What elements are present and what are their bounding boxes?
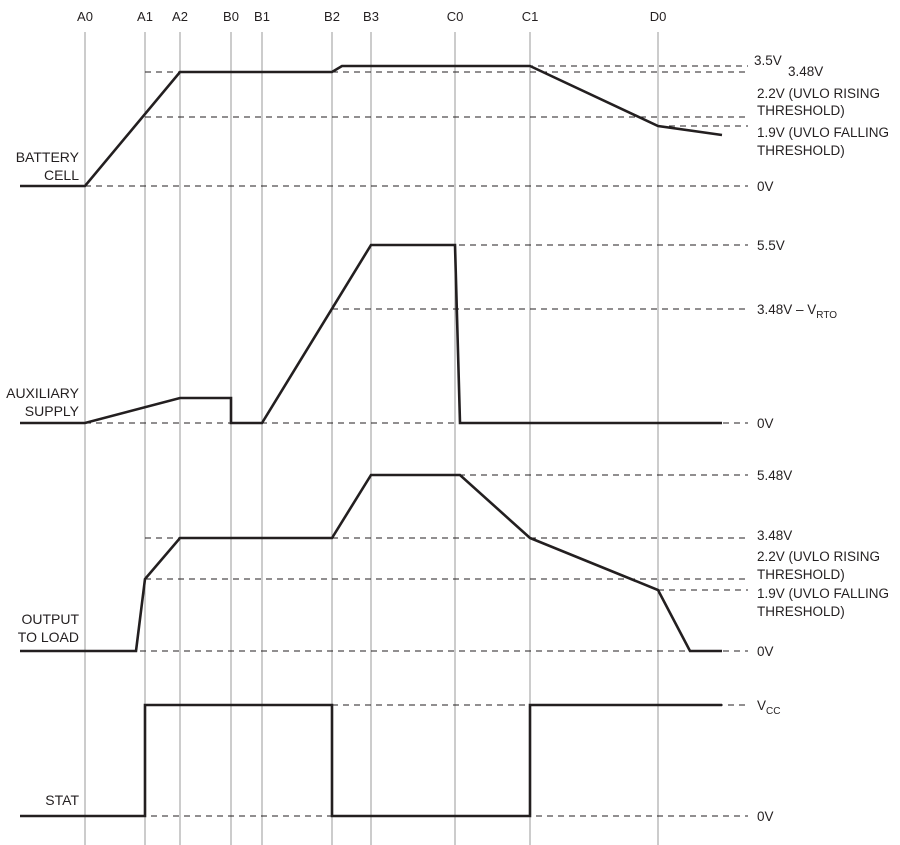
battery-level-uvlo-falling-2: THRESHOLD) <box>757 143 845 158</box>
aux-level-rto: 3.48V – VRTO <box>757 302 837 321</box>
stat-level-vcc-main: V <box>757 698 766 713</box>
auxiliary-supply-trace-group: AUXILIARY SUPPLY 5.5V 3.48V – VRTO 0V <box>6 238 837 431</box>
marker-b2: B2 <box>324 9 340 24</box>
output-level-3p48v: 3.48V <box>757 528 792 543</box>
marker-a2: A2 <box>172 9 188 24</box>
stat-level-vcc-subscript: CC <box>766 706 780 717</box>
battery-level-uvlo-rising-2: THRESHOLD) <box>757 103 845 118</box>
time-marker-lines <box>84 32 659 845</box>
aux-level-0v: 0V <box>757 416 774 431</box>
auxiliary-supply-waveform <box>20 243 722 425</box>
output-to-load-waveform <box>20 473 722 653</box>
battery-label-line2: CELL <box>44 167 79 183</box>
stat-label: STAT <box>45 792 79 808</box>
battery-level-3p5v: 3.5V <box>754 53 782 68</box>
output-level-uvlo-rising-1: 2.2V (UVLO RISING <box>757 549 880 564</box>
battery-cell-trace-group: BATTERY CELL 3.5V 3.48V 2.2V (UVLO RISIN… <box>16 53 889 194</box>
output-to-load-trace-group: OUTPUT TO LOAD 5.48V 3.48V 2.2V (UVLO RI… <box>18 468 889 659</box>
marker-c1: C1 <box>522 9 539 24</box>
output-level-5p48v: 5.48V <box>757 468 792 483</box>
output-label-line1: OUTPUT <box>21 611 79 627</box>
output-label-line2: TO LOAD <box>18 629 79 645</box>
output-level-uvlo-falling-1: 1.9V (UVLO FALLING <box>757 586 889 601</box>
aux-label-line1: AUXILIARY <box>6 385 80 401</box>
marker-c0: C0 <box>447 9 464 24</box>
battery-cell-waveform <box>20 64 723 188</box>
marker-b3: B3 <box>363 9 379 24</box>
stat-trace-group: STAT VCC 0V <box>20 698 780 824</box>
marker-a1: A1 <box>137 9 153 24</box>
marker-b1: B1 <box>254 9 270 24</box>
stat-level-vcc: VCC <box>757 698 780 717</box>
output-level-uvlo-rising-2: THRESHOLD) <box>757 567 845 582</box>
stat-waveform <box>20 703 722 818</box>
aux-label-line2: SUPPLY <box>25 403 80 419</box>
marker-a0: A0 <box>77 9 93 24</box>
marker-b0: B0 <box>223 9 239 24</box>
aux-level-rto-main: 3.48V – V <box>757 302 816 317</box>
battery-level-3p48v: 3.48V <box>788 64 823 79</box>
output-level-uvlo-falling-2: THRESHOLD) <box>757 604 845 619</box>
battery-level-uvlo-rising-1: 2.2V (UVLO RISING <box>757 86 880 101</box>
aux-level-5p5v: 5.5V <box>757 238 785 253</box>
output-level-0v: 0V <box>757 644 774 659</box>
time-marker-labels: A0 A1 A2 B0 B1 B2 B3 C0 C1 D0 <box>77 9 666 24</box>
aux-level-rto-subscript: RTO <box>816 310 837 321</box>
stat-level-0v: 0V <box>757 809 774 824</box>
battery-label-line1: BATTERY <box>16 149 80 165</box>
marker-d0: D0 <box>650 9 667 24</box>
battery-level-uvlo-falling-1: 1.9V (UVLO FALLING <box>757 125 889 140</box>
battery-level-0v: 0V <box>757 179 774 194</box>
